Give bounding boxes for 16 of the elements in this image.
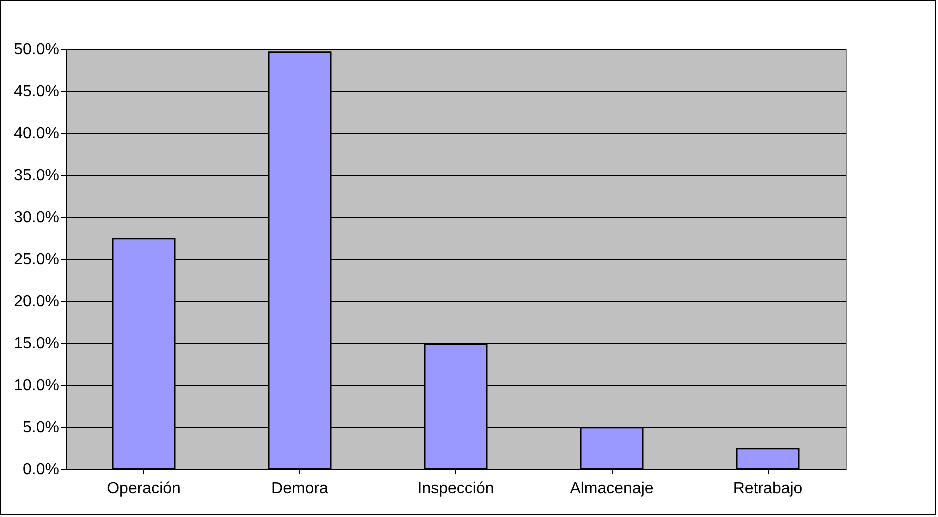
x-tick-label: Retrabajo	[733, 480, 803, 498]
y-tick-label: 15.0%	[14, 336, 60, 352]
y-tick-label: 45.0%	[14, 84, 60, 100]
y-tick-label: 0.0%	[23, 462, 60, 478]
y-tick-label: 30.0%	[14, 210, 60, 226]
y-tick-label: 50.0%	[14, 42, 60, 58]
x-tick-label: Operación	[107, 480, 181, 498]
y-tick-label: 35.0%	[14, 168, 60, 184]
y-tick-label: 25.0%	[14, 252, 60, 268]
y-tick-label: 5.0%	[23, 420, 60, 436]
y-tick-label: 10.0%	[14, 378, 60, 394]
x-tick-label: Demora	[272, 480, 329, 498]
y-tick-label: 40.0%	[14, 126, 60, 142]
x-tick-label: Inspección	[418, 480, 494, 498]
x-tick-label: Almacenaje	[570, 480, 654, 498]
y-tick-label: 20.0%	[14, 294, 60, 310]
